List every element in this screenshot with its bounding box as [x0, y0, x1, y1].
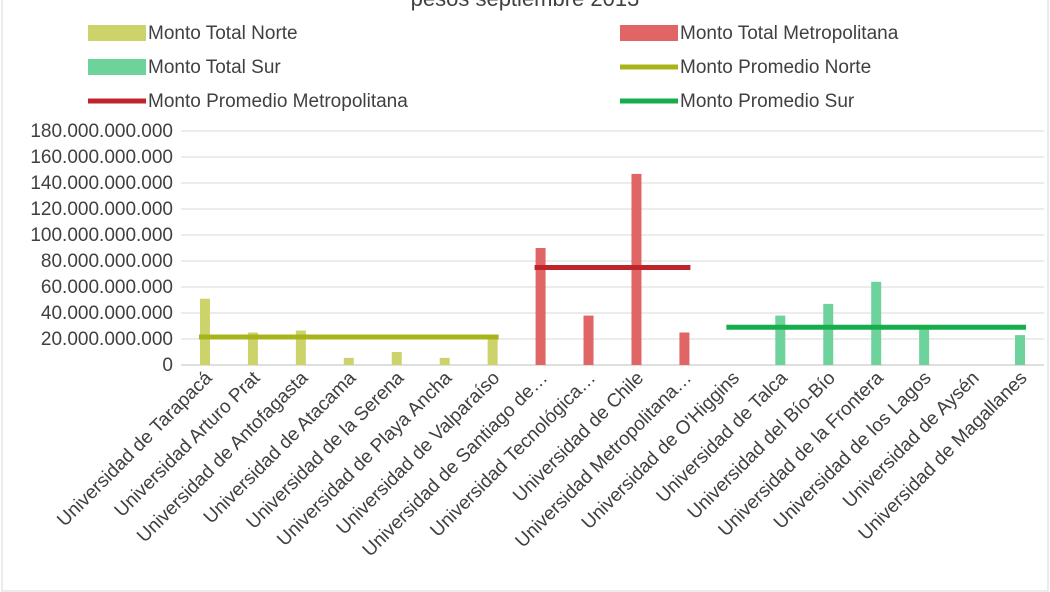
bar	[343, 357, 354, 365]
legend-label: Monto Promedio Sur	[680, 91, 855, 112]
legend-label: Monto Total Sur	[148, 57, 281, 78]
y-tick-label: 140.000.000.000	[30, 173, 173, 194]
bar	[439, 357, 450, 365]
y-tick-label: 0	[162, 355, 173, 376]
legend-label: Monto Promedio Metropolitana	[148, 91, 408, 112]
bar	[919, 328, 930, 365]
y-axis: 0 20.000.000.000 40.000.000.000 60.000.000.…	[30, 121, 173, 376]
y-tick-label: 60.000.000.000	[41, 277, 173, 298]
y-tick-label: 100.000.000.000	[30, 225, 173, 246]
legend-label: Monto Promedio Norte	[680, 57, 871, 78]
legend-item: Monto Promedio Norte	[620, 57, 871, 78]
bar	[775, 315, 786, 365]
legend-item: Monto Promedio Metropolitana	[88, 91, 408, 112]
bar	[535, 248, 546, 365]
y-tick-label: 180.000.000.000	[30, 121, 173, 142]
y-tick-label: 120.000.000.000	[30, 199, 173, 220]
bar	[583, 315, 594, 365]
average-lines	[198, 265, 1027, 340]
y-tick-label: 80.000.000.000	[41, 251, 173, 272]
bar	[823, 303, 834, 365]
bar	[1015, 335, 1026, 365]
legend-item: Monto Total Metropolitana	[620, 23, 899, 44]
legend-item: Monto Total Sur	[88, 57, 281, 78]
legend-item: Monto Promedio Sur	[620, 91, 855, 112]
bar	[295, 330, 306, 365]
legend-swatch	[88, 59, 146, 75]
bar	[199, 298, 210, 365]
legend-swatch	[88, 25, 146, 41]
legend-item: Monto Total Norte	[88, 23, 298, 44]
bar	[871, 281, 882, 365]
y-tick-label: 20.000.000.000	[41, 329, 173, 350]
bar	[679, 332, 690, 365]
bar	[487, 338, 498, 365]
y-tick-label: 160.000.000.000	[30, 147, 173, 168]
legend: Monto Total Norte Monto Total Metropolita…	[88, 23, 899, 112]
legend-label: Monto Total Norte	[148, 23, 298, 44]
bar	[247, 332, 258, 365]
legend-label: Monto Total Metropolitana	[680, 23, 899, 44]
y-tick-label: 40.000.000.000	[41, 303, 173, 324]
legend-swatch	[620, 25, 678, 41]
bar	[391, 352, 402, 365]
chart-title: pesos septiembre 2013	[411, 0, 640, 11]
